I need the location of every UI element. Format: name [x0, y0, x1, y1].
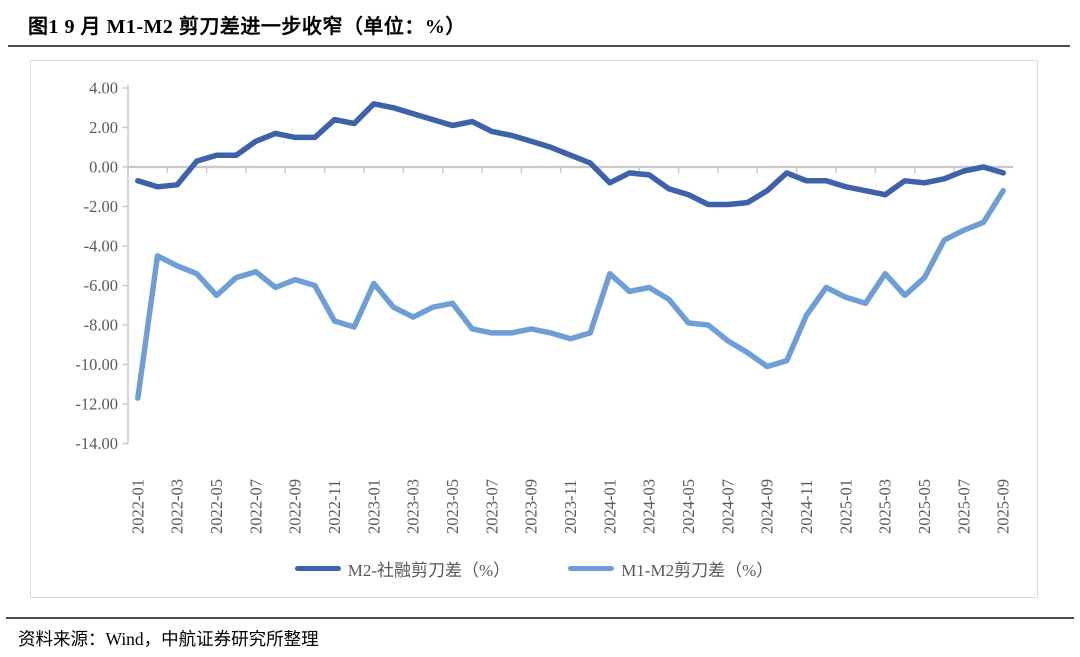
- legend-swatch-m2-shr: [294, 565, 341, 572]
- x-tick-label: 2023-01: [364, 479, 383, 534]
- x-tick-label: 2024-05: [679, 479, 698, 534]
- x-tick-label: 2025-01: [836, 479, 855, 534]
- y-tick-label: -2.00: [84, 197, 118, 216]
- x-tick-label: 2023-03: [404, 479, 423, 534]
- legend-item-m1-m2: M1-M2剪刀差（%）: [568, 556, 773, 581]
- x-tick-label: 2022-09: [286, 479, 305, 534]
- y-tick-label: -10.00: [75, 355, 118, 374]
- x-tick-label: 2022-07: [246, 479, 265, 534]
- y-tick-label: 0.00: [89, 158, 118, 177]
- series-line-1: [135, 187, 1006, 401]
- figure-title: 图1 9 月 M1-M2 剪刀差进一步收窄（单位：%）: [28, 16, 466, 38]
- source-divider: [6, 617, 1074, 619]
- x-tick-label: 2022-11: [325, 480, 344, 534]
- x-tick-label: 2022-03: [168, 479, 187, 534]
- x-tick-label: 2024-01: [600, 479, 619, 534]
- source-note: 资料来源：Wind，中航证券研究所整理: [18, 629, 319, 649]
- y-tick-label: -8.00: [84, 316, 118, 335]
- legend-swatch-m1-m2: [568, 565, 615, 572]
- x-tick-label: 2022-05: [207, 479, 226, 534]
- x-tick-label: 2023-07: [482, 479, 501, 534]
- x-tick-label: 2024-09: [758, 479, 777, 534]
- chart-svg: 4.00 2.00 0.00 -2.00 -4.00 -6.00 -8.00 -10.00 -1…: [75, 79, 1013, 534]
- x-tick-label: 2024-11: [797, 480, 816, 534]
- title-divider: [8, 45, 1070, 47]
- x-tick-label: 2025-05: [915, 479, 934, 534]
- y-tick-label: 4.00: [89, 79, 118, 98]
- legend: M2-社融剪刀差（%） M1-M2剪刀差（%）: [31, 556, 1037, 581]
- legend-item-m2-shr: M2-社融剪刀差（%）: [294, 556, 511, 581]
- legend-label-m2-shr: M2-社融剪刀差（%）: [347, 561, 511, 580]
- y-tick-label: 2.00: [89, 118, 118, 137]
- y-tick-label: -14.00: [75, 434, 118, 453]
- y-tick-label: -4.00: [84, 237, 118, 256]
- x-tick-label: 2023-05: [443, 479, 462, 534]
- x-tick-label: 2022-01: [128, 479, 147, 534]
- x-tick-label: 2023-11: [561, 480, 580, 534]
- x-tick-label: 2023-09: [522, 479, 541, 534]
- x-tick-label: 2024-03: [640, 479, 659, 534]
- x-tick-label: 2025-07: [954, 479, 973, 534]
- x-tick-label: 2024-07: [718, 479, 737, 534]
- chart-panel: 4.00 2.00 0.00 -2.00 -4.00 -6.00 -8.00 -10.00 -1…: [30, 60, 1038, 598]
- y-tick-label: -12.00: [75, 395, 118, 414]
- y-tick-label: -6.00: [84, 276, 118, 295]
- x-tick-label: 2025-09: [994, 479, 1013, 534]
- x-tick-label: 2025-03: [876, 479, 895, 534]
- series-line-0: [135, 101, 1006, 208]
- legend-label-m1-m2: M1-M2剪刀差（%）: [621, 561, 774, 580]
